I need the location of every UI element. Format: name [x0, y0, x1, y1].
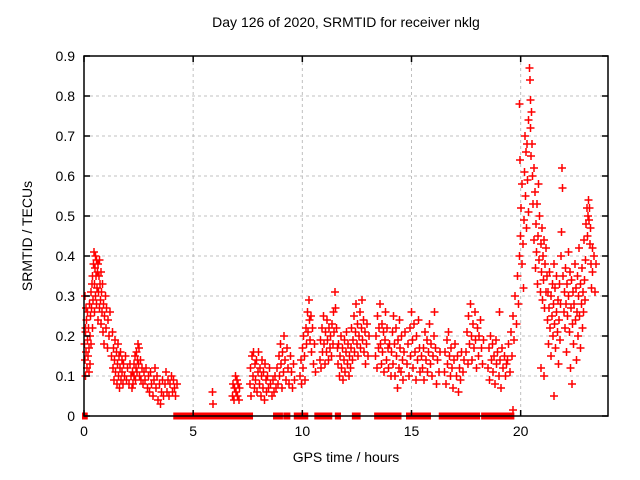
- plot-border: [83, 55, 609, 417]
- y-tick-label: 0.1: [56, 368, 76, 384]
- y-tick-label: 0: [67, 408, 75, 424]
- y-tick-label: 0.7: [56, 128, 76, 144]
- y-tick-label: 0.5: [56, 208, 76, 224]
- x-tick-label: 15: [404, 423, 420, 439]
- x-tick-label: 0: [80, 423, 88, 439]
- chart-title: Day 126 of 2020, SRMTID for receiver nkl…: [212, 14, 480, 30]
- y-tick-label: 0.2: [56, 328, 76, 344]
- x-tick-label: 5: [189, 423, 197, 439]
- x-tick-label: 10: [295, 423, 311, 439]
- y-tick-label: 0.3: [56, 288, 76, 304]
- x-tick-label: 20: [513, 423, 529, 439]
- y-tick-label: 0.6: [56, 168, 76, 184]
- y-tick-label: 0.8: [56, 88, 76, 104]
- y-tick-label: 0.4: [56, 248, 76, 264]
- y-tick-label: 0.9: [56, 48, 76, 64]
- scatter-points: [80, 64, 600, 414]
- x-axis-label: GPS time / hours: [292, 449, 400, 465]
